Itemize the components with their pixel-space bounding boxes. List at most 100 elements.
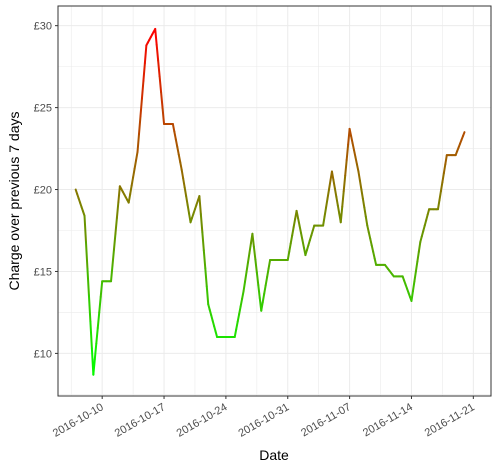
series-line-segment	[436, 199, 441, 211]
series-line-segment	[330, 170, 335, 181]
series-line-segment	[341, 190, 345, 208]
series-line-segment	[245, 261, 249, 274]
series-line-segment	[462, 131, 466, 137]
series-line-segment	[241, 290, 245, 300]
series-line-segment	[348, 127, 353, 137]
series-line-segment	[248, 242, 252, 254]
series-line-segment	[297, 217, 301, 227]
series-line-segment	[260, 301, 264, 312]
series-line-segment	[442, 163, 447, 175]
x-tick-label: 2016-11-21	[423, 401, 477, 439]
series-line-segment	[410, 290, 414, 302]
series-line-segment	[179, 161, 183, 171]
series-line-segment	[161, 107, 166, 125]
series-line-segment	[414, 260, 419, 273]
series-line-segment	[132, 167, 136, 179]
series-line-segment	[139, 97, 143, 118]
series-line-segment	[439, 181, 444, 193]
x-tick-label: 2016-10-24	[175, 401, 230, 440]
series-line-segment	[142, 62, 146, 82]
series-line-segment	[357, 170, 361, 182]
series-line-segment	[411, 280, 416, 293]
series-line-segment	[323, 206, 328, 218]
series-line-segment	[298, 224, 303, 234]
series-line-segment	[322, 215, 326, 227]
series-line-segment	[367, 231, 372, 240]
series-line-segment	[235, 320, 239, 331]
panel-border	[57, 5, 492, 397]
series-line-segment	[355, 163, 360, 173]
series-line-segment	[364, 215, 369, 227]
series-line-segment	[358, 179, 363, 191]
series-line-segment	[199, 213, 204, 234]
series-line-segment	[99, 280, 104, 298]
series-line-segment	[417, 240, 422, 253]
series-line-segment	[264, 275, 269, 287]
panel-background	[58, 6, 491, 396]
series-line-segment	[236, 313, 241, 323]
series-line-segment	[143, 44, 148, 65]
series-line-segment	[140, 79, 145, 100]
series-line-segment	[198, 195, 202, 216]
series-line-segment	[289, 234, 294, 245]
series-line-segment	[110, 264, 114, 283]
series-line-segment	[242, 280, 247, 293]
series-line-segment	[263, 284, 267, 295]
series-line-segment	[288, 242, 292, 253]
series-line-segment	[135, 150, 139, 162]
y-tick-label: £30	[34, 21, 52, 33]
series-line-segment	[332, 178, 336, 190]
series-line-segment	[244, 271, 248, 283]
series-line-segment	[363, 206, 367, 218]
series-line-segment	[202, 249, 207, 270]
series-line-segment	[117, 185, 121, 204]
x-tick-label: 2016-10-10	[51, 401, 106, 440]
series-line-segment	[326, 188, 330, 200]
y-axis: £10 £15 £20 £25 £30	[34, 21, 58, 360]
series-line-segment	[291, 226, 295, 237]
series-line-segment	[96, 311, 101, 329]
series-line-segment	[160, 91, 164, 110]
series-line-segment	[98, 295, 102, 314]
series-line-segment	[86, 267, 90, 297]
x-tick-label: 2016-10-31	[237, 401, 292, 440]
series-line-segment	[87, 294, 92, 323]
series-line-segment	[185, 195, 189, 206]
series-line-segment	[301, 239, 305, 249]
series-line-segment	[180, 168, 185, 180]
series-line-segment	[257, 284, 261, 299]
series-line-segment	[286, 250, 291, 261]
series-line-segment	[372, 250, 376, 260]
series-line-segment	[233, 328, 238, 339]
y-tick-label: £20	[34, 185, 52, 197]
series-line-segment	[335, 195, 339, 207]
x-axis: 2016-10-10 2016-10-17 2016-10-24 2016-10-31…	[51, 396, 477, 440]
series-line-segment	[413, 270, 417, 283]
series-line-segment	[336, 204, 341, 215]
x-axis-title: Date	[259, 447, 289, 463]
data-line	[74, 27, 466, 376]
series-line-segment	[267, 258, 272, 270]
series-line-segment	[251, 232, 255, 248]
series-line-segment	[246, 251, 251, 264]
series-line-segment	[327, 179, 332, 191]
series-line-segment	[92, 358, 96, 376]
series-line-segment	[325, 197, 329, 209]
series-line-segment	[89, 320, 93, 350]
series-line-segment	[438, 190, 442, 202]
series-line-segment	[300, 231, 304, 242]
series-line-segment	[115, 201, 120, 219]
series-line-segment	[186, 203, 191, 215]
series-line-segment	[254, 258, 258, 274]
series-line-segment	[333, 187, 338, 198]
series-line-segment	[295, 209, 300, 220]
series-line-segment	[173, 130, 177, 141]
series-line-segment	[127, 193, 132, 204]
series-line-segment	[373, 257, 378, 266]
series-line-segment	[174, 138, 179, 148]
series-line-segment	[255, 271, 260, 287]
series-line-segment	[112, 232, 117, 251]
series-line-segment	[441, 172, 445, 184]
series-line-segment	[204, 267, 208, 288]
